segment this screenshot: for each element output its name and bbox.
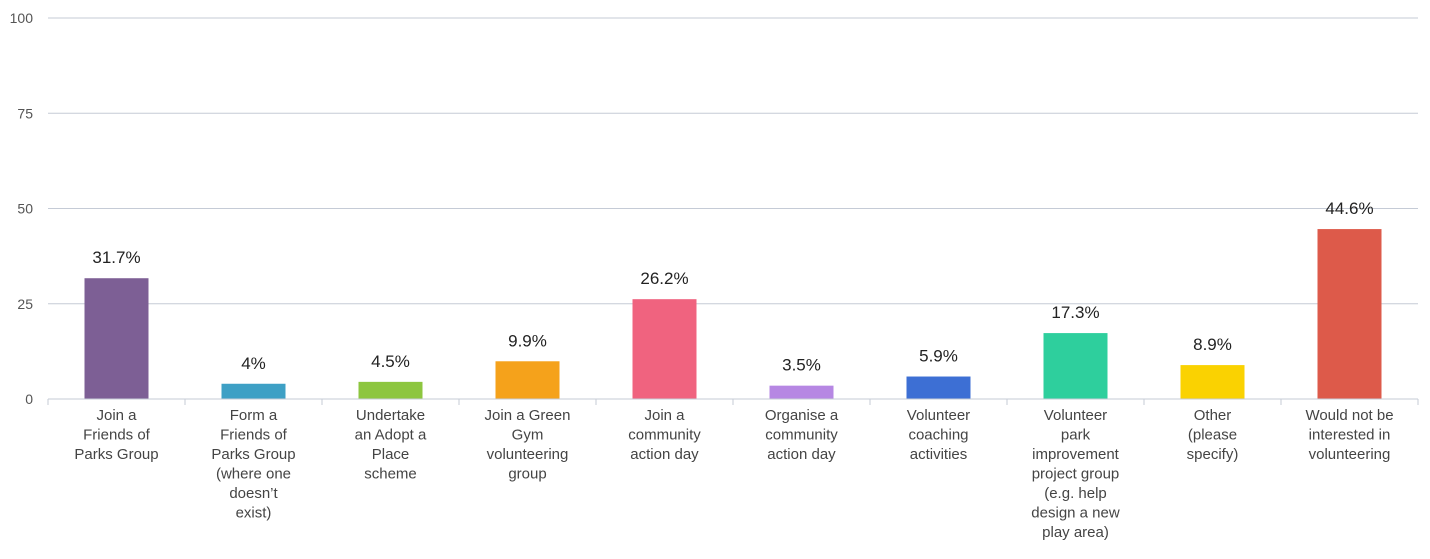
category-label-line: Join a <box>644 407 685 424</box>
y-tick-label: 50 <box>17 201 33 217</box>
category-label-line: park <box>1061 427 1091 444</box>
category-label: Other (please specify) <box>1187 407 1239 463</box>
y-tick-label: 75 <box>17 105 33 121</box>
category-label-line: interested in <box>1309 427 1391 444</box>
category-label-line: exist) <box>236 505 272 522</box>
category-label-line: Volunteer <box>1044 407 1107 424</box>
category-label-line: community <box>765 427 838 444</box>
category-label-line: volunteering <box>487 446 569 463</box>
category-label-line: improvement <box>1032 446 1120 463</box>
bar <box>1317 229 1382 399</box>
bar <box>84 278 149 399</box>
category-label-line: Join a <box>96 407 137 424</box>
category-label: Would not be interested in volunteering <box>1305 407 1393 463</box>
category-label: Volunteer coaching activities <box>907 407 970 463</box>
category-label-line: activities <box>910 446 968 463</box>
category-label-line: scheme <box>364 466 417 483</box>
bar <box>632 299 697 399</box>
category-label: Organise a community action day <box>765 407 839 463</box>
category-label-line: community <box>628 427 701 444</box>
bar <box>906 376 971 399</box>
category-label-line: Friends of <box>220 427 288 444</box>
category-label-line: Friends of <box>83 427 151 444</box>
category-label-line: group <box>508 466 546 483</box>
category-label-line: Organise a <box>765 407 839 424</box>
y-axis-tick-labels: 0 25 50 75 100 <box>10 10 34 407</box>
bar <box>1043 333 1108 399</box>
category-label-line: Form a <box>230 407 278 424</box>
category-label-line: specify) <box>1187 446 1239 463</box>
category-label-line: (where one <box>216 466 291 483</box>
category-label-line: doesn’t <box>229 485 278 502</box>
y-tick-label: 0 <box>25 391 33 407</box>
category-label-line: Join a Green <box>485 407 571 424</box>
x-axis <box>47 398 1419 405</box>
category-label: Volunteer park improvement project group (e.… <box>1031 407 1120 541</box>
category-label: Join a community action day <box>628 407 701 463</box>
category-label: Join a Friends of Parks Group <box>74 407 158 463</box>
category-labels: Join a Friends of Parks Group Form a Friends… <box>74 407 1393 541</box>
category-label-line: an Adopt a <box>355 427 427 444</box>
data-label: 31.7% <box>92 248 140 267</box>
category-label-line: Place <box>372 446 410 463</box>
category-label-line: project group <box>1032 466 1120 483</box>
category-label-line: Undertake <box>356 407 425 424</box>
category-label-line: play area) <box>1042 524 1109 541</box>
bar <box>358 381 423 399</box>
data-label: 17.3% <box>1051 303 1099 322</box>
data-label: 9.9% <box>508 331 547 350</box>
data-labels: 31.7% 4% 4.5% 9.9% 26.2% 3.5% 5.9% 17.3% 8.9% 44.… <box>92 199 1373 375</box>
data-label: 4.5% <box>371 352 410 371</box>
category-label-line: (please <box>1188 427 1237 444</box>
data-label: 8.9% <box>1193 335 1232 354</box>
bar <box>495 361 560 399</box>
category-label-line: action day <box>767 446 836 463</box>
category-label: Join a Green Gym volunteering group <box>485 407 571 483</box>
category-label-line: Gym <box>512 427 544 444</box>
category-label-line: coaching <box>908 427 968 444</box>
category-label: Undertake an Adopt a Place scheme <box>355 407 427 483</box>
data-label: 44.6% <box>1325 199 1373 218</box>
bars <box>84 229 1382 399</box>
bar <box>1180 365 1245 399</box>
data-label: 4% <box>241 354 266 373</box>
category-label-line: volunteering <box>1309 446 1391 463</box>
category-label-line: Parks Group <box>74 446 158 463</box>
category-label-line: Volunteer <box>907 407 970 424</box>
category-label-line: Would not be <box>1305 407 1393 424</box>
category-label-line: action day <box>630 446 699 463</box>
category-label-line: Other <box>1194 407 1232 424</box>
gridlines <box>48 17 1418 305</box>
y-tick-label: 100 <box>10 10 34 26</box>
category-label-line: design a new <box>1031 505 1120 522</box>
data-label: 26.2% <box>640 269 688 288</box>
category-label-line: (e.g. help <box>1044 485 1107 502</box>
category-label-line: Parks Group <box>211 446 295 463</box>
bar <box>221 383 286 399</box>
data-label: 5.9% <box>919 347 958 366</box>
data-label: 3.5% <box>782 356 821 375</box>
y-tick-label: 25 <box>17 296 33 312</box>
bar <box>769 385 834 399</box>
category-label: Form a Friends of Parks Group (where one doe… <box>211 407 295 522</box>
